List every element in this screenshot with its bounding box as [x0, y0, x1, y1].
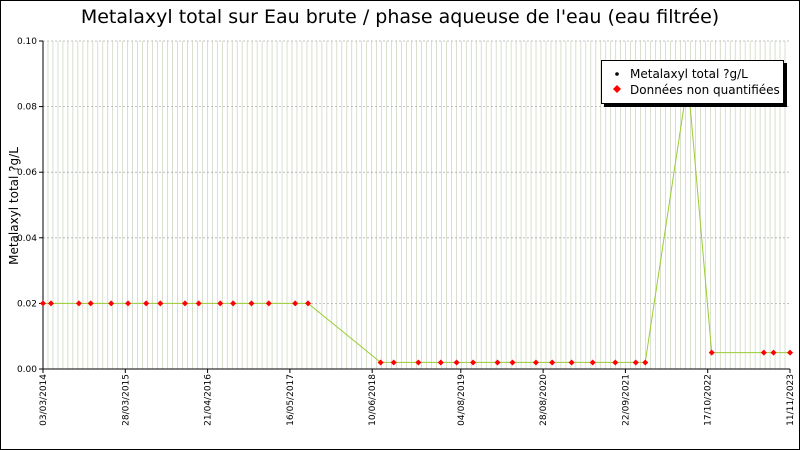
- data-point-non-quantifiee: [292, 300, 299, 307]
- data-point-non-quantifiee: [157, 300, 164, 307]
- data-point-non-quantifiee: [75, 300, 82, 307]
- y-tick-label: 0.08: [17, 103, 37, 113]
- x-tick-label: 03/03/2014: [39, 374, 49, 426]
- data-point-non-quantifiee: [437, 359, 444, 366]
- data-point-non-quantifiee: [195, 300, 202, 307]
- y-tick-label: 0.06: [17, 168, 37, 178]
- data-point-non-quantifiee: [230, 300, 237, 307]
- x-tick-label: 11/11/2023: [786, 374, 796, 426]
- data-point-non-quantifiee: [470, 359, 477, 366]
- chart-title: Metalaxyl total sur Eau brute / phase aq…: [80, 6, 720, 28]
- legend-item-nq: Données non quantifiées: [610, 82, 780, 98]
- y-tick-label: 0.10: [17, 37, 37, 47]
- data-point-non-quantifiee: [48, 300, 55, 307]
- axes: [39, 40, 791, 373]
- x-tick-label: 22/09/2021: [621, 374, 631, 426]
- y-tick-label: 0.00: [17, 365, 37, 375]
- data-point-non-quantifiee: [377, 359, 384, 366]
- tick-labels: 0.00 0.02 0.04 0.06 0.08 0.10 03/03/2014 28/03/…: [17, 37, 796, 426]
- data-point-non-quantifiee: [87, 300, 94, 307]
- data-point-non-quantifiee: [770, 349, 777, 356]
- y-axis-label: Metalaxyl total ?g/L: [7, 147, 21, 265]
- data-point-non-quantifiee: [568, 359, 575, 366]
- data-point-non-quantifiee: [787, 349, 793, 356]
- data-point-non-quantifiee: [612, 359, 619, 366]
- data-point-non-quantifiee: [632, 359, 639, 366]
- data-point-non-quantifiee: [248, 300, 255, 307]
- data-point-non-quantifiee: [390, 359, 397, 366]
- data-point-non-quantifiee: [265, 300, 272, 307]
- x-tick-label: 16/05/2017: [286, 374, 296, 426]
- data-point-non-quantifiee: [125, 300, 132, 307]
- x-tick-label: 04/08/2019: [457, 374, 467, 426]
- x-tick-label: 17/10/2022: [704, 374, 714, 426]
- data-point-non-quantifiee: [305, 300, 312, 307]
- data-point-non-quantifiee: [708, 349, 715, 356]
- data-point-non-quantifiee: [182, 300, 189, 307]
- data-point-non-quantifiee: [415, 359, 422, 366]
- data-point-non-quantifiee: [494, 359, 501, 366]
- x-tick-label: 10/06/2018: [368, 374, 378, 426]
- chart-legend: Metalaxyl total ?g/L Données non quantif…: [601, 60, 784, 104]
- x-tick-label: 28/03/2015: [121, 374, 131, 426]
- data-point-non-quantifiee: [108, 300, 115, 307]
- data-point-non-quantifiee: [217, 300, 224, 307]
- legend-red-diamond-icon: [610, 82, 624, 98]
- data-point-non-quantifiee: [549, 359, 556, 366]
- data-point-non-quantifiee: [40, 300, 46, 307]
- data-point-non-quantifiee: [453, 359, 460, 366]
- legend-label-nq: Données non quantifiées: [630, 83, 780, 97]
- x-tick-label: 28/08/2020: [539, 374, 549, 426]
- data-point-non-quantifiee: [589, 359, 596, 366]
- data-point-non-quantifiee: [509, 359, 516, 366]
- data-point-non-quantifiee: [760, 349, 767, 356]
- data-point-non-quantifiee: [143, 300, 150, 307]
- legend-label-metalaxyl: Metalaxyl total ?g/L: [630, 67, 748, 81]
- legend-item-metalaxyl: Metalaxyl total ?g/L: [610, 66, 748, 82]
- y-tick-label: 0.02: [17, 299, 37, 309]
- x-tick-label: 21/04/2016: [204, 374, 214, 426]
- data-point-non-quantifiee: [532, 359, 539, 366]
- series-layer: [40, 79, 793, 366]
- legend-black-dot-icon: [610, 66, 624, 82]
- y-tick-label: 0.04: [17, 234, 37, 244]
- data-point-non-quantifiee: [642, 359, 649, 366]
